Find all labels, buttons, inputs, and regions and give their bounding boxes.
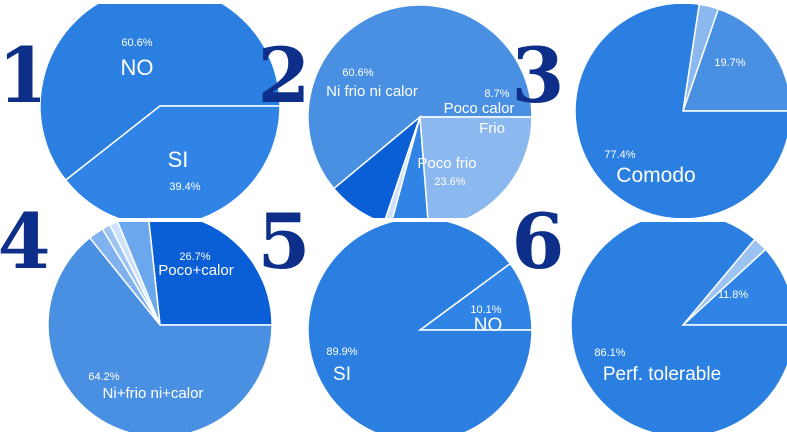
pie-slice-2 (384, 116, 421, 218)
slice-category-label: NO (121, 55, 154, 80)
slice-percent-label: 39.4% (169, 181, 200, 193)
slice-percent-label: 60.6% (342, 67, 373, 79)
slice-percent-label: 19.7% (714, 57, 745, 69)
chart-number-2: 2 (258, 31, 311, 120)
slice-percent-label: 23.6% (434, 176, 465, 188)
pie-slice-si (308, 222, 533, 432)
slice-percent-label: 86.1% (594, 347, 625, 359)
slice-percent-label: 60.6% (121, 37, 152, 49)
pie-slices (40, 4, 281, 218)
slice-category-label: Ni+frio ni+calor (103, 385, 204, 402)
slice-percent-label: 10.1% (470, 304, 501, 316)
pie-slice-no (40, 4, 281, 182)
slice-percent-label: 26.7% (179, 251, 210, 263)
pie-slice-0 (681, 248, 787, 326)
chart-number-3: 3 (512, 31, 565, 120)
slice-category-label: Ni frio ni calor (326, 83, 418, 100)
slice-category-label: SI (168, 147, 189, 172)
pie-slice-si (64, 105, 281, 218)
pie-slice-no (417, 262, 533, 331)
pie-slice-poco-frio (419, 116, 533, 218)
slice-category-label: SI (333, 364, 351, 385)
pie-slices (308, 4, 533, 218)
slice-category-label: Perf. tolerable (603, 364, 721, 385)
pie-slice-poco-calor (332, 114, 422, 218)
slice-category-label: Comodo (616, 164, 695, 187)
pie-slice-0 (681, 7, 787, 112)
chart-number-4: 4 (0, 197, 50, 286)
pie-chart-2: 2 60.6% Ni frio ni calor 8.7%Poco calor Frio… (258, 4, 533, 218)
pie-slice-poco-calor (148, 222, 273, 326)
pie-chart-3: 3 19.7% 77.4% Comodo (512, 4, 787, 218)
slice-percent-label: 77.4% (604, 149, 635, 161)
slice-category-label: NO (474, 315, 503, 336)
slice-category-label: Frio (479, 120, 505, 137)
pie-slices (575, 4, 787, 218)
pie-chart-5: 5 10.1%NO 89.9% SI (258, 197, 533, 432)
pie-slice-frio (391, 116, 429, 218)
slice-percent-label: 11.8% (718, 289, 749, 301)
pie-chart-4: 4 26.7%Poco+calor 64.2% Ni+frio ni+calor (0, 197, 273, 432)
pie-slice-ni-frio-ni-calor (48, 236, 273, 432)
pie-slice-perf-tolerable (571, 222, 787, 432)
chart-number-5: 5 (258, 197, 311, 286)
slice-percent-label: 64.2% (88, 371, 119, 383)
slice-percent-label: 89.9% (326, 346, 357, 358)
slice-category-label: Poco+calor (158, 262, 233, 279)
slice-category-label: Poco frio (417, 155, 476, 172)
pie-slices (308, 222, 533, 432)
slice-percent-label: 8.7% (484, 88, 509, 100)
chart-number-6: 6 (512, 197, 565, 286)
pie-slices (571, 222, 787, 432)
pie-slice-comodo (575, 4, 787, 218)
pie-chart-6: 6 11.8% 86.1% Perf. tolerable (512, 197, 787, 432)
pie-slices (48, 222, 273, 432)
slice-category-label: Poco calor (444, 100, 515, 117)
pie-slice-ni-frio-ni-calor (308, 4, 533, 190)
